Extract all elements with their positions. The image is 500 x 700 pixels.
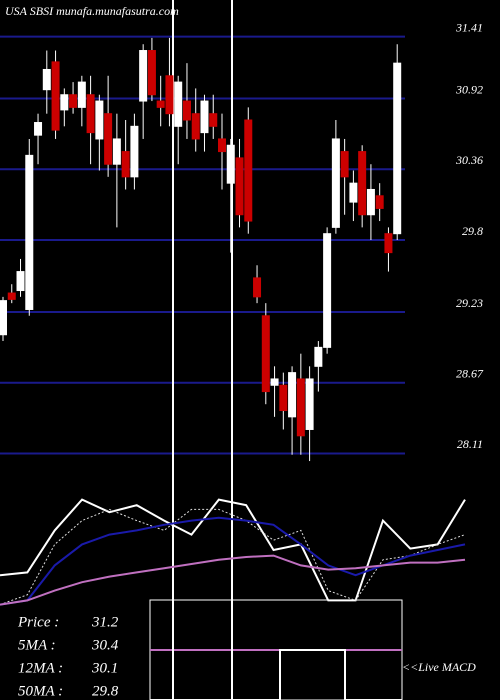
y-tick-label: 28.67 [456,366,484,380]
annotation: <<Live MACD [402,660,476,674]
candle-body [51,61,60,131]
y-tick-label: 28.11 [457,437,483,451]
stat-label: 5MA : [18,637,56,653]
candle-body [42,68,51,91]
stat-value: 30.1 [91,660,118,676]
candle-body [375,195,384,209]
candle-body [147,50,156,96]
stat-value: 30.4 [91,637,119,653]
candle-body [0,300,7,336]
macd-hist [150,649,402,700]
candle-body [349,182,358,203]
y-tick-label: 30.36 [455,153,483,167]
candle-body [112,138,121,165]
candle-body [218,138,226,153]
candle-body [296,378,305,437]
candle-body [366,188,375,216]
y-tick-label: 30.92 [455,82,483,96]
candle-body [384,233,393,254]
stat-value: 29.8 [92,683,119,699]
candle-body [104,113,113,165]
indicator-line [0,498,466,602]
y-tick-label: 29.8 [462,224,483,238]
stat-label: 50MA : [18,683,63,699]
candle-body [314,346,323,367]
candle-body [182,100,191,121]
candle-body [393,62,402,235]
candle-body [174,81,183,127]
candle-body [305,378,314,430]
candle-body [209,113,218,127]
candle-body [191,113,200,140]
candle-body [86,94,95,134]
chart-title: USA SBSI munafa.munafasutra.com [5,4,179,18]
candle-body [69,94,78,108]
y-tick-label: 29.23 [456,296,483,310]
y-tick-label: 31.41 [455,20,483,34]
candle-body [244,119,253,222]
candle-body [95,100,104,140]
candle-body [235,157,244,216]
indicator-line [0,554,466,606]
candle-body [279,384,288,412]
candle-body [7,292,16,300]
stat-label: 12MA : [18,660,63,676]
candle-body [261,315,270,393]
candle-body [156,100,165,108]
candle-body [25,154,34,310]
stat-value: 31.2 [91,614,119,630]
candle-body [77,81,86,108]
candle-body [139,50,148,102]
candle-body [130,125,139,178]
candle-body [331,138,340,228]
candle-body [358,151,367,216]
candle-body [200,100,209,134]
candle-body [165,75,174,115]
candle-body [270,378,279,386]
candle-body [253,277,262,298]
indicator-line [0,508,466,606]
candle-body [340,151,349,178]
candle-body [60,94,69,111]
candle-body [226,144,235,184]
candle-body [121,151,130,178]
indicator-line [0,516,466,606]
candle-body [288,372,297,418]
stat-label: Price : [17,614,59,630]
candle-body [323,233,332,348]
candle-body [16,271,25,292]
candle-body [34,122,43,136]
